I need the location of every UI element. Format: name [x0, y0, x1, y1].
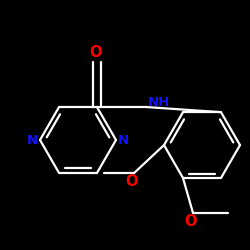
Text: N: N — [118, 134, 128, 146]
Text: O: O — [185, 214, 197, 228]
Text: O: O — [126, 174, 138, 188]
Text: N: N — [26, 134, 38, 146]
Text: NH: NH — [148, 96, 170, 108]
Text: O: O — [89, 44, 101, 60]
